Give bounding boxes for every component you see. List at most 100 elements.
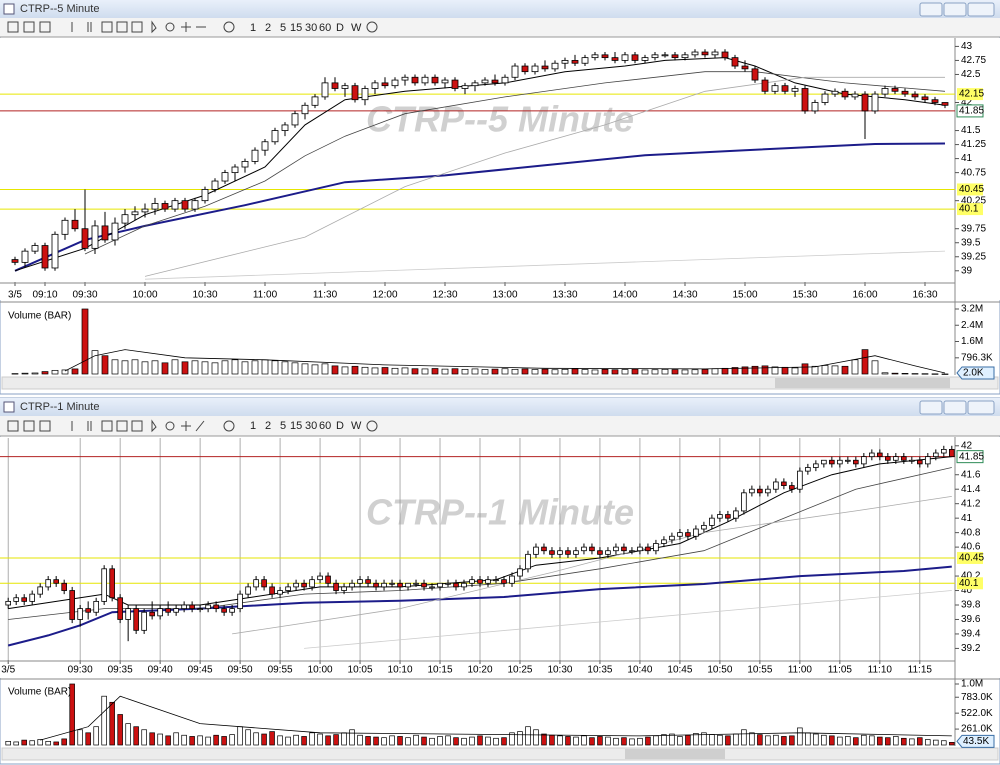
volume-bar	[949, 741, 955, 746]
volume-bar	[631, 368, 639, 375]
volume-bar	[941, 740, 947, 746]
volume-bar	[565, 736, 571, 746]
candle-body	[291, 113, 299, 126]
toolbar-period[interactable]: 2	[265, 420, 271, 432]
candle-body	[731, 57, 739, 67]
window-title: CTRP--1 Minute	[20, 401, 99, 413]
volume-bar	[861, 734, 867, 746]
volume-bar	[241, 361, 249, 375]
maximize-button[interactable]	[943, 400, 967, 415]
scrollbar-thumb[interactable]	[775, 378, 950, 388]
candle-body	[685, 532, 691, 537]
volume-bar	[841, 365, 849, 375]
volume-bar	[133, 726, 139, 746]
candle-body	[261, 579, 267, 588]
last-volume-label: 2.0K	[963, 368, 984, 379]
candle-body	[571, 60, 579, 64]
candle-body	[261, 141, 269, 151]
x-tick-label: 3/5	[8, 290, 22, 301]
candle-body	[533, 546, 539, 555]
volume-bar	[189, 736, 195, 746]
toolbar-period[interactable]: D	[336, 22, 344, 34]
close-button[interactable]	[967, 400, 995, 415]
candle-body	[931, 99, 939, 103]
volume-bar	[101, 355, 109, 375]
volume-bar	[461, 737, 467, 746]
candle-body	[13, 597, 19, 602]
x-tick-label: 10:30	[547, 665, 572, 676]
close-button[interactable]	[967, 2, 995, 17]
x-tick-label: 16:30	[912, 290, 937, 301]
volume-bar	[601, 368, 609, 375]
toolbar-icons	[7, 419, 378, 433]
volume-bar	[581, 369, 589, 375]
volume-bar	[661, 368, 669, 375]
volume-bar	[229, 734, 235, 746]
volume-bar	[211, 362, 219, 375]
window: CTRP--5 Minute CTRP--5 Minute Volume (BA…	[0, 0, 1000, 395]
candle-body	[141, 611, 147, 631]
volume-bar	[51, 369, 59, 375]
price-level-label: 41.85	[959, 451, 984, 462]
candle-body	[373, 582, 379, 588]
toolbar-period[interactable]: 15	[290, 22, 302, 34]
volume-bar	[751, 365, 759, 375]
x-tick-label: 14:30	[672, 290, 697, 301]
candle-body	[551, 62, 559, 70]
toolbar-period[interactable]: 30	[305, 420, 317, 432]
volume-bar	[141, 729, 147, 746]
maximize-button[interactable]	[943, 2, 967, 17]
volume-bar	[277, 735, 283, 746]
x-tick-label: 10:20	[467, 665, 492, 676]
volume-bar	[373, 736, 379, 746]
toolbar-period[interactable]: 5	[280, 22, 286, 34]
toolbar-period[interactable]: 60	[319, 420, 331, 432]
candle-body	[445, 582, 451, 585]
x-tick-label: 10:30	[192, 290, 217, 301]
scrollbar-thumb[interactable]	[625, 749, 725, 759]
volume-bar	[821, 734, 827, 746]
volume-bar	[871, 360, 879, 375]
candle-body	[213, 604, 219, 610]
volume-y-tick-label: 2.4M	[961, 320, 983, 331]
y-tick-label: 41.2	[961, 498, 981, 509]
volume-y-tick-label: 783.0K	[961, 692, 993, 703]
volume-bar	[371, 367, 379, 375]
candle-body	[921, 96, 929, 101]
x-tick-label: 13:30	[552, 290, 577, 301]
minimize-button[interactable]	[919, 400, 943, 415]
scrollbar[interactable]	[1, 376, 999, 390]
volume-bar	[721, 367, 729, 375]
volume-bar	[893, 736, 899, 746]
volume-bar	[357, 734, 363, 746]
toolbar-period[interactable]: 60	[319, 22, 331, 34]
toolbar-period[interactable]: 2	[265, 22, 271, 34]
toolbar-period[interactable]: 15	[290, 420, 302, 432]
toolbar-period[interactable]: D	[336, 420, 344, 432]
candle-body	[413, 582, 419, 585]
candle-body	[641, 57, 649, 61]
candle-body	[231, 166, 239, 174]
candle-body	[181, 200, 189, 210]
volume-bar	[311, 364, 319, 375]
volume-bar	[13, 741, 19, 746]
y-tick-label: 39	[961, 265, 973, 276]
toolbar-period[interactable]: W	[351, 420, 362, 432]
candle-body	[909, 459, 915, 462]
candle-body	[741, 492, 747, 512]
toolbar-period[interactable]: 30	[305, 22, 317, 34]
scrollbar[interactable]	[1, 747, 999, 761]
toolbar-period[interactable]: 1	[250, 22, 256, 34]
toolbar-period[interactable]: 1	[250, 420, 256, 432]
volume-bar	[901, 737, 907, 746]
y-tick-label: 39.6	[961, 614, 981, 625]
minimize-button[interactable]	[919, 2, 943, 17]
volume-bar	[61, 369, 69, 375]
indicator-line	[232, 496, 952, 635]
toolbar-period[interactable]: 5	[280, 420, 286, 432]
candle-body	[131, 211, 139, 216]
volume-bar	[125, 723, 131, 746]
volume-bar	[429, 737, 435, 746]
toolbar-period[interactable]: W	[351, 22, 362, 34]
candle-body	[5, 600, 11, 606]
